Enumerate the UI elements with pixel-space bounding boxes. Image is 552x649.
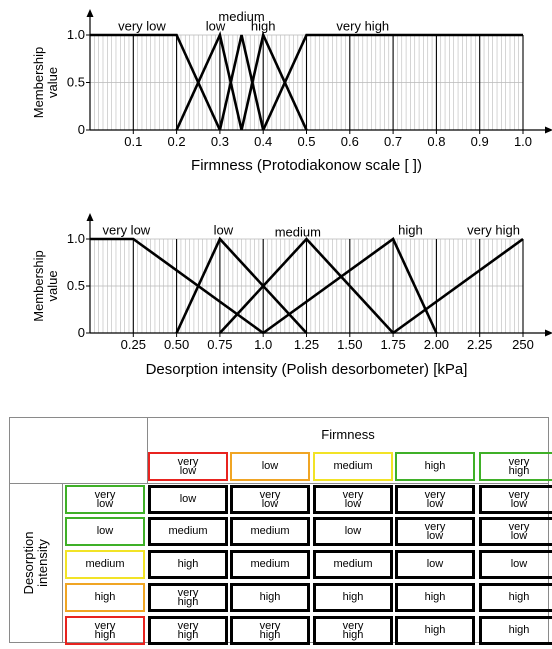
x-tick-label: 1.0 — [514, 134, 532, 149]
rule-cell: medium — [313, 550, 393, 579]
rule-cell: high — [395, 616, 475, 645]
firmness-membership-chart: 0.1 0.2 0.3 0.4 0.5 0.6 0.7 0.8 0.9 1.0 0 0.5 1.0 ver… — [31, 9, 552, 174]
series-low — [175, 30, 243, 131]
x-tick-label: 0.75 — [207, 337, 232, 352]
series-high — [240, 30, 308, 131]
series-very-high — [262, 33, 523, 131]
x-tick-label: 1.0 — [254, 337, 272, 352]
x-tick-label: 0.9 — [471, 134, 489, 149]
x-tick-label: 2.25 — [467, 337, 492, 352]
series-high — [262, 237, 438, 335]
y-tick-label: 0.5 — [67, 278, 85, 293]
rule-cell: very low — [395, 517, 475, 546]
rule-cell: very high — [230, 616, 310, 645]
rule-cell: very high — [148, 616, 228, 645]
term-label: medium — [275, 224, 321, 239]
firmness-column-3: high — [395, 452, 475, 481]
x-tick-label: 0.4 — [254, 134, 272, 149]
series-very-low — [90, 33, 222, 131]
y-tick-label: 0 — [78, 122, 85, 137]
rule-cell: high — [395, 583, 475, 612]
firmness-column-0: very low — [148, 452, 228, 481]
firmness-column-1: low — [230, 452, 310, 481]
term-label: very low — [118, 19, 166, 34]
y-tick-label: 0.5 — [67, 75, 85, 90]
rule-cell: low — [479, 550, 552, 579]
x-tick-label: 0.50 — [164, 337, 189, 352]
desorption-row-2: medium — [65, 550, 145, 579]
x-tick-label: 2.00 — [424, 337, 449, 352]
x-tick-label: 0.3 — [211, 134, 229, 149]
rule-cell: low — [148, 485, 228, 514]
x-tick-label: 0.6 — [341, 134, 359, 149]
rule-cell: low — [313, 517, 393, 546]
y-tick-label: 1.0 — [67, 27, 85, 42]
term-label: low — [214, 223, 234, 238]
firmness-column-2: medium — [313, 452, 393, 481]
row-header-desorption: Desorption intensity — [21, 531, 50, 595]
corner-frame — [9, 417, 148, 484]
term-label: very high — [336, 19, 389, 34]
x-tick-label: 0.8 — [427, 134, 445, 149]
series-very-high — [392, 237, 524, 335]
desorption-membership-chart: 0.25 0.50 0.75 1.0 1.25 1.50 1.75 2.00 2.25 250 0 0… — [31, 213, 552, 378]
desorption-row-3: high — [65, 583, 145, 612]
rule-cell: very low — [395, 485, 475, 514]
x-tick-label: 1.25 — [294, 337, 319, 352]
x-axis-label: Firmness (Protodiakonow scale [ ]) — [191, 157, 422, 174]
x-axis-arrow — [545, 126, 552, 134]
rule-cell: high — [230, 583, 310, 612]
term-label: very high — [467, 223, 520, 238]
column-header-firmness: Firmness — [321, 426, 375, 442]
y-axis-label: Membershipvalue — [31, 47, 60, 119]
term-label: high — [251, 19, 276, 34]
rule-cell: very high — [148, 583, 228, 612]
series-medium — [218, 34, 265, 131]
rule-cell: low — [395, 550, 475, 579]
term-label: low — [206, 19, 226, 34]
x-tick-label: 0.7 — [384, 134, 402, 149]
rule-cell: high — [313, 583, 393, 612]
rule-cell: medium — [230, 517, 310, 546]
x-tick-label: 1.75 — [380, 337, 405, 352]
rule-cell: very low — [479, 485, 552, 514]
desorption-row-0: very low — [65, 485, 145, 514]
rule-cell: medium — [230, 550, 310, 579]
term-label: high — [398, 223, 423, 238]
series-low — [175, 236, 308, 334]
rule-table: Firmness Desorption intensity very low low m… — [9, 417, 552, 645]
rule-cell: high — [479, 583, 552, 612]
rule-cell: very low — [230, 485, 310, 514]
rule-cell: medium — [148, 517, 228, 546]
rule-cell: high — [148, 550, 228, 579]
x-tick-label: 1.50 — [337, 337, 362, 352]
y-axis-arrow — [86, 9, 94, 17]
x-tick-label: 0.1 — [124, 134, 142, 149]
x-axis-label: Desorption intensity (Polish desorbomete… — [146, 361, 468, 378]
y-tick-label: 0 — [78, 325, 85, 340]
y-axis-arrow — [86, 213, 94, 221]
rule-cell: very low — [479, 517, 552, 546]
series-very-low — [90, 237, 264, 335]
desorption-row-1: low — [65, 517, 145, 546]
firmness-column-4: very high — [479, 452, 552, 481]
x-tick-label: 0.25 — [121, 337, 146, 352]
rule-cell: very low — [313, 485, 393, 514]
series-medium — [218, 237, 395, 334]
x-tick-label: 0.2 — [168, 134, 186, 149]
y-tick-label: 1.0 — [67, 231, 85, 246]
desorption-row-4: very high — [65, 616, 145, 645]
x-tick-label: 250 — [512, 337, 534, 352]
rule-cell: very high — [313, 616, 393, 645]
x-axis-arrow — [545, 329, 552, 337]
term-label: very low — [103, 223, 151, 238]
y-axis-label: Membershipvalue — [31, 250, 60, 322]
rule-cell: high — [479, 616, 552, 645]
x-tick-label: 0.5 — [297, 134, 315, 149]
term-label: medium — [218, 9, 264, 24]
